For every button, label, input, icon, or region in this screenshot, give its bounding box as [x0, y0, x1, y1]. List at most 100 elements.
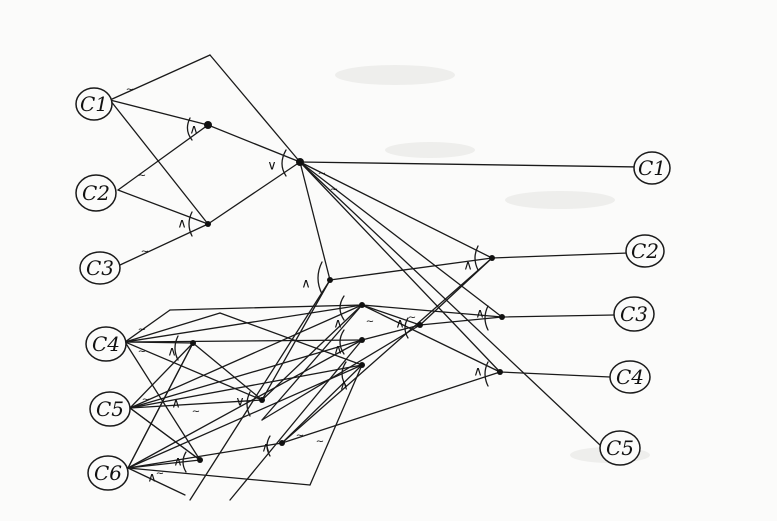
and-mark: ∧ [261, 441, 271, 456]
wire [299, 161, 331, 281]
wire [124, 309, 171, 343]
lower-wires [124, 257, 501, 501]
input-label: C4 [92, 332, 120, 356]
wire [127, 339, 363, 469]
wire [499, 371, 611, 378]
output-terminal-circle [613, 296, 655, 332]
or-mark: ∨ [267, 159, 277, 174]
junction-node [197, 457, 203, 463]
input-label: C2 [82, 181, 110, 205]
wire [169, 304, 363, 311]
gate-marks: ∧ ∧ ∨ ∧ ∧ ∧ ∧ ∧ ∧ ∧ ∧ ∧ ∨ ∧ ∧ ∧ ∧ [147, 123, 485, 486]
input-label: C6 [94, 461, 122, 485]
output-terminal-circle [633, 151, 671, 185]
input-terminal-circle [75, 87, 113, 121]
input-terminal-c4: C4 [85, 326, 127, 362]
paper-smudge [385, 142, 475, 158]
output-label: C4 [616, 365, 644, 389]
junction-node [327, 277, 333, 283]
wire [281, 364, 363, 444]
tilde-mark: ~ [318, 169, 326, 180]
junction-node [417, 322, 423, 328]
wire [491, 252, 629, 259]
wire [189, 279, 331, 501]
wire [129, 407, 201, 461]
and-mark: ∧ [167, 345, 177, 360]
wire [124, 312, 221, 343]
input-terminal-c1: C1 [75, 87, 113, 121]
wire [261, 304, 363, 401]
wire [109, 54, 211, 101]
or-mark: ∨ [235, 395, 245, 410]
input-terminal-circle [85, 326, 127, 362]
and-mark: ∧ [173, 455, 183, 470]
wire [261, 304, 363, 421]
wire [361, 304, 421, 326]
paper-smudge [335, 65, 455, 85]
wire [209, 54, 301, 163]
and-mark: ∧ [171, 397, 181, 412]
junction-nodes [190, 121, 505, 463]
tilde-mark: ~ [138, 325, 146, 336]
and-gate-arc [317, 261, 323, 295]
output-terminal-c5: C5 [599, 430, 641, 466]
wire [207, 124, 301, 163]
output-label: C1 [638, 156, 666, 180]
and-mark: ∧ [333, 317, 343, 332]
output-terminal-c4: C4 [609, 360, 651, 394]
and-gate-arc [484, 361, 489, 387]
tilde-mark: ~ [138, 347, 146, 358]
input-terminal-circle [79, 251, 121, 285]
wire [501, 314, 615, 318]
output-terminal-c1: C1 [633, 151, 671, 185]
and-mark: ∧ [395, 317, 405, 332]
wire [281, 257, 493, 444]
junction-node [497, 369, 503, 375]
input-label: C1 [80, 92, 108, 116]
paper-smudge [505, 191, 615, 209]
wire [127, 467, 186, 496]
wire [129, 339, 363, 409]
negation-marks: ~ ~ ~ ~ ~ ~ ~ ~ ~ ~ ~ ~ ~ ~ [126, 85, 416, 480]
junction-node [279, 440, 285, 446]
input-terminal-c2: C2 [75, 174, 117, 212]
and-gate-arc [186, 117, 193, 141]
wire [299, 161, 641, 168]
output-terminals: C1 C2 C3 C4 C5 [599, 151, 671, 466]
wire [261, 324, 421, 421]
wire [117, 124, 209, 191]
wire [299, 161, 503, 318]
junction-node [259, 397, 265, 403]
and-gate-arc [188, 211, 193, 237]
and-gate-arc [339, 329, 345, 355]
wire [117, 189, 209, 225]
wire [127, 442, 283, 469]
output-label: C2 [631, 239, 659, 263]
junction-node [190, 340, 196, 346]
input-label: C3 [86, 256, 114, 280]
and-mark: ∧ [189, 123, 199, 138]
junction-node [205, 221, 211, 227]
wire [299, 161, 501, 373]
tilde-mark: ~ [296, 431, 304, 442]
and-gate-arc [339, 295, 345, 321]
upper-wires [109, 54, 641, 501]
output-label: C3 [620, 302, 648, 326]
output-terminal-c3: C3 [613, 296, 655, 332]
tilde-mark: ~ [156, 469, 164, 480]
input-terminal-circle [89, 391, 131, 427]
wire [109, 99, 209, 225]
wire [281, 371, 501, 444]
and-mark: ∧ [147, 471, 157, 486]
input-terminal-c3: C3 [79, 251, 121, 285]
and-mark: ∧ [339, 379, 349, 394]
and-gate-arc [474, 245, 479, 271]
and-mark: ∧ [301, 277, 311, 292]
input-terminal-circle [75, 174, 117, 212]
junction-node [499, 314, 505, 320]
or-gate-arc [404, 317, 409, 339]
junction-node [359, 337, 365, 343]
junction-node [204, 121, 212, 129]
tilde-mark: ~ [192, 407, 200, 418]
